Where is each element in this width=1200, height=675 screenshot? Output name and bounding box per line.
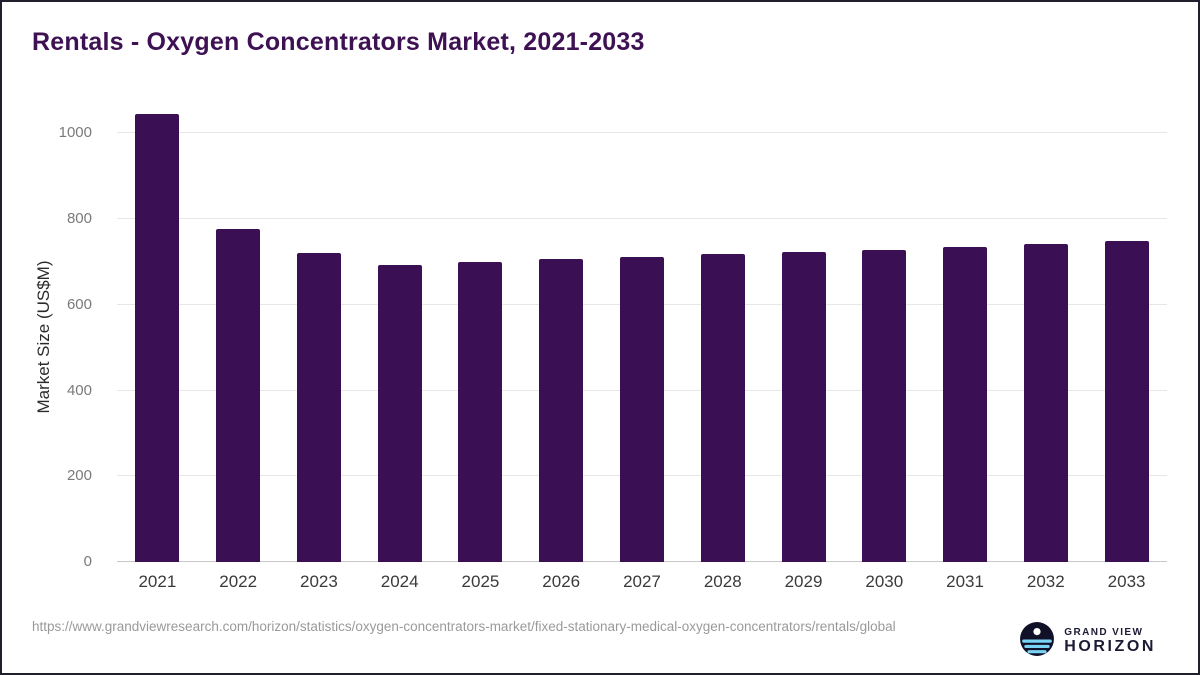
bar-slot-2023 [279, 112, 360, 562]
bar-2023 [296, 252, 341, 562]
y-tick-label-0: 0 [83, 553, 92, 570]
bar-slot-2027 [602, 112, 683, 562]
bar-2032 [1023, 244, 1068, 562]
chart-area: Market Size (US$M) 0 200 400 600 800 1000 202… [32, 97, 1172, 597]
bar-slot-2021 [117, 112, 198, 562]
bar-slot-2024 [359, 112, 440, 562]
bar-2029 [781, 251, 826, 562]
plot-area [117, 112, 1167, 562]
x-tick-label-2022: 2022 [219, 572, 258, 591]
gridline-800 [117, 218, 1167, 220]
x-tick-label-2030: 2030 [865, 572, 904, 591]
logo-text-top: GRAND VIEW [1064, 626, 1144, 638]
bar-2024 [377, 265, 422, 562]
x-tick-label-2027: 2027 [623, 572, 661, 591]
bar-2026 [539, 259, 584, 562]
bar-2028 [700, 254, 745, 562]
bar-2030 [862, 249, 907, 562]
bar-slot-2033 [1086, 112, 1167, 562]
y-tick-label-800: 800 [66, 210, 92, 228]
x-tick-label-2031: 2031 [946, 572, 984, 591]
x-tick-label-2029: 2029 [784, 572, 823, 591]
bar-slot-2031 [925, 112, 1006, 562]
bar-2033 [1104, 241, 1149, 562]
bar-slot-2025 [440, 112, 521, 562]
y-tick-label-400: 400 [66, 381, 92, 399]
bar-slot-2032 [1005, 112, 1086, 562]
horizon-logo-icon [1019, 621, 1055, 662]
bar-slot-2030 [844, 112, 925, 562]
y-tick-label-600: 600 [66, 295, 92, 313]
x-tick-label-2033: 2033 [1107, 572, 1146, 591]
bar-2021 [135, 114, 180, 562]
x-axis-labels: 2021 2022 2023 2024 2025 2026 2027 2028 2029 2030… [117, 572, 1167, 592]
chart-title: Rentals - Oxygen Concentrators Market, 2… [32, 28, 645, 56]
bar-2027 [619, 256, 664, 562]
x-tick-label-2032: 2032 [1026, 572, 1065, 591]
bar-2031 [943, 247, 988, 562]
bar-2025 [458, 261, 503, 562]
y-tick-label-200: 200 [66, 467, 92, 485]
x-tick-label-2026: 2026 [542, 572, 581, 591]
x-tick-label-2028: 2028 [703, 572, 742, 591]
gridline-1000 [117, 132, 1167, 134]
bar-slot-2022 [198, 112, 279, 562]
bars [117, 112, 1167, 562]
bar-slot-2029 [763, 112, 844, 562]
x-tick-label-2023: 2023 [300, 572, 338, 591]
bar-slot-2028 [682, 112, 763, 562]
logo-text: GRAND VIEW HORIZON [1064, 627, 1156, 657]
x-tick-label-2021: 2021 [138, 572, 177, 591]
x-tick-label-2025: 2025 [461, 572, 500, 591]
footer: https://www.grandviewresearch.com/horizo… [2, 611, 1198, 673]
y-tick-label-1000: 1000 [58, 124, 92, 142]
logo: GRAND VIEW HORIZON [1019, 621, 1156, 662]
x-tick-label-2024: 2024 [380, 572, 419, 591]
bar-2022 [216, 228, 261, 562]
logo-text-bottom: HORIZON [1064, 638, 1156, 656]
bar-slot-2026 [521, 112, 602, 562]
source-url: https://www.grandviewresearch.com/horizo… [32, 619, 896, 634]
y-axis-labels: 0 200 400 600 800 1000 [32, 112, 102, 570]
